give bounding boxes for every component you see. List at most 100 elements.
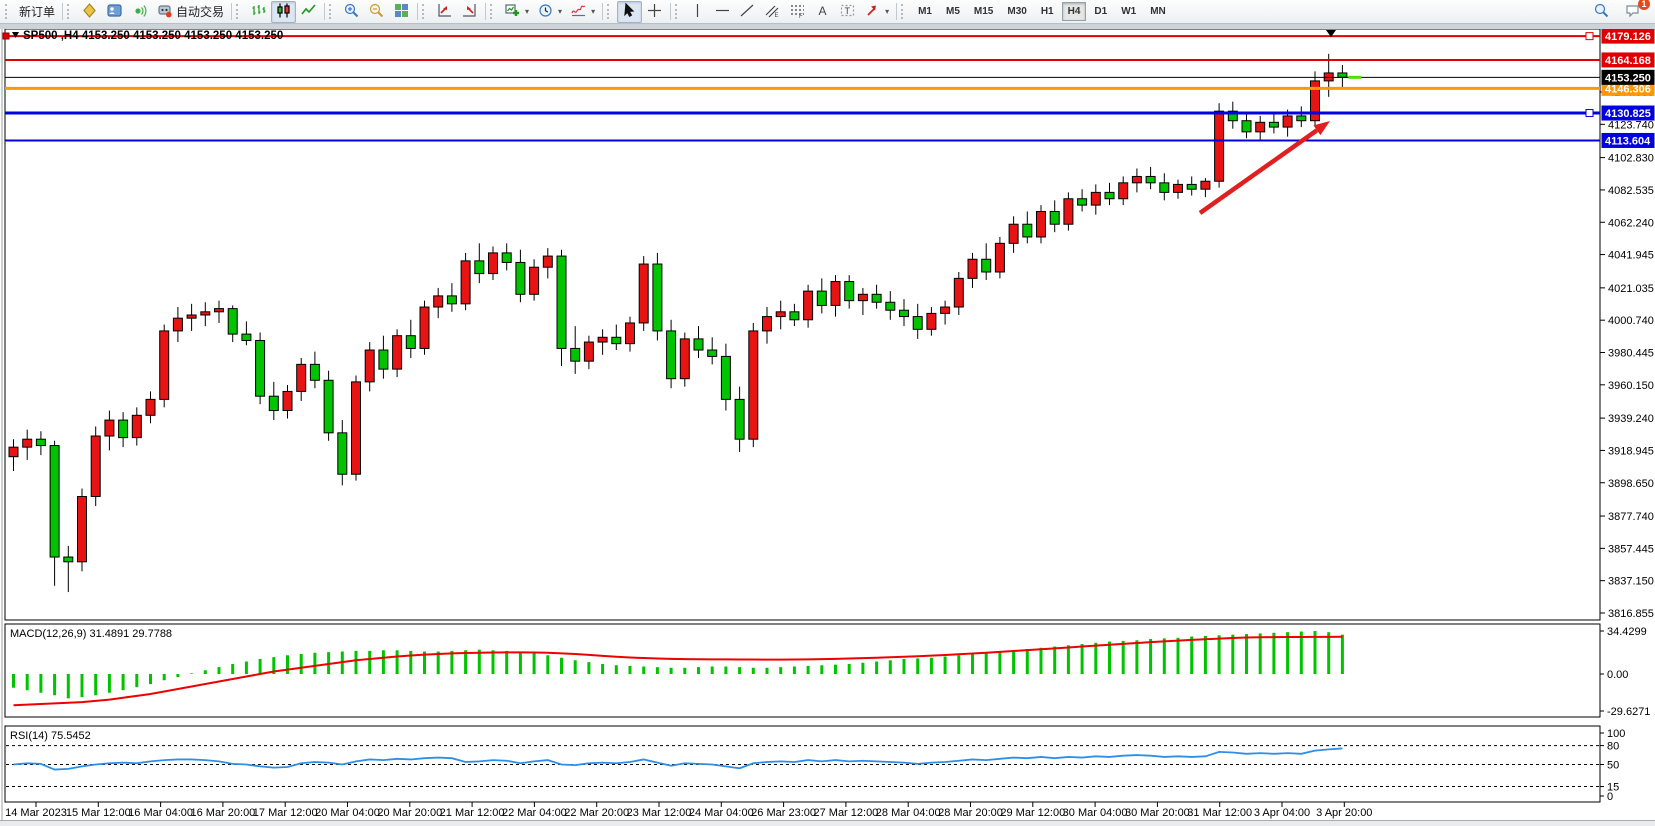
price-line-tag	[1601, 52, 1655, 68]
autotrading-icon	[156, 2, 173, 22]
candle	[392, 335, 403, 370]
line-handle-left[interactable]	[2, 32, 10, 40]
candle	[693, 338, 704, 351]
y-axis-tick-label: 4082.535	[1608, 185, 1654, 197]
fibonacci-button[interactable]: F	[785, 1, 810, 23]
candle	[940, 306, 951, 314]
candle	[1255, 121, 1266, 133]
candle	[1049, 210, 1060, 225]
timeframe-button-mn[interactable]: MN	[1150, 6, 1166, 17]
candle	[912, 316, 923, 330]
candle	[953, 277, 964, 308]
new-chart-button[interactable]: ▾	[500, 1, 533, 23]
candle	[419, 306, 430, 349]
candle	[1118, 182, 1129, 200]
timeframe-button-h1[interactable]: H1	[1040, 6, 1054, 17]
notification-badge: 1	[1638, 0, 1650, 10]
candle	[885, 301, 896, 311]
window-bottom-edge	[0, 820, 1655, 826]
chevron-down-icon[interactable]: ▾	[558, 7, 563, 16]
line-handle[interactable]	[1585, 109, 1594, 118]
shapes-icon	[864, 2, 881, 22]
metaeditor-button[interactable]	[77, 1, 102, 23]
charts-profile-button[interactable]	[102, 1, 127, 23]
candle	[734, 398, 745, 440]
timeframe-button-m15[interactable]: M15	[973, 6, 994, 17]
autotrading-button[interactable]: 自动交易	[152, 1, 228, 23]
rsi-axis-label: 50	[1607, 760, 1619, 772]
line-chart-button[interactable]	[296, 1, 321, 23]
horizontal-line-button[interactable]	[710, 1, 735, 23]
text-button[interactable]: A	[810, 1, 835, 23]
cursor-button[interactable]	[617, 0, 643, 23]
x-axis-date-label: 20 Mar 04:00	[315, 807, 380, 819]
chart-shift-triangle-icon[interactable]	[1326, 30, 1336, 37]
timeframe-button-w1[interactable]: W1	[1121, 6, 1137, 17]
tile-windows-button[interactable]	[389, 1, 414, 23]
x-axis-date-label: 22 Mar 20:00	[564, 807, 629, 819]
y-axis-tick-label: 3960.150	[1608, 380, 1654, 392]
timeframe-button-d1[interactable]: D1	[1094, 6, 1108, 17]
zoom-out-button[interactable]	[364, 1, 389, 23]
chevron-down-icon[interactable]: ▾	[525, 7, 530, 16]
candle	[775, 311, 786, 318]
candle	[1337, 72, 1348, 78]
candle	[200, 311, 211, 316]
candle	[460, 260, 471, 305]
x-axis-date-label: 20 Mar 20:00	[377, 807, 442, 819]
line-handle[interactable]	[1585, 32, 1594, 41]
title-marker-icon	[12, 32, 19, 38]
indicators-button[interactable]: ▾	[566, 1, 599, 23]
signals-button[interactable]	[127, 1, 152, 23]
y-axis-tick-label: 4123.740	[1608, 119, 1654, 131]
chart-shift-button[interactable]	[457, 1, 482, 23]
candle	[611, 336, 622, 345]
candlestick-button[interactable]	[271, 0, 297, 23]
auto-arrange-button[interactable]	[432, 1, 457, 23]
rsi-axis-label: 80	[1607, 741, 1619, 753]
crosshair-button[interactable]	[642, 1, 667, 23]
candle	[488, 252, 498, 275]
timeframe-button-m1[interactable]: M1	[918, 6, 932, 17]
candle	[35, 438, 46, 447]
label-button[interactable]: T	[835, 1, 860, 23]
candle	[159, 330, 170, 400]
timeframe-button-m5[interactable]: M5	[946, 6, 960, 17]
candle	[8, 446, 19, 458]
vertical-line-button[interactable]	[685, 1, 710, 23]
y-axis-tick-label: 4041.945	[1608, 250, 1654, 262]
bar-chart-button[interactable]	[246, 1, 271, 23]
current-price-tag-label: 4153.250	[1605, 72, 1651, 84]
periods-button[interactable]: ▾	[533, 1, 566, 23]
channel-button[interactable]: E	[760, 1, 785, 23]
timeframe-button-h4[interactable]: H4	[1061, 2, 1087, 21]
macd-axis-label: 34.4299	[1607, 626, 1647, 638]
x-axis-date-label: 21 Mar 12:00	[440, 807, 505, 819]
macd-axis-label: 0.00	[1607, 669, 1628, 681]
shapes-button[interactable]: ▾	[860, 1, 893, 23]
candle	[309, 363, 320, 381]
metaeditor-icon	[81, 2, 98, 22]
chevron-down-icon[interactable]: ▾	[885, 7, 890, 16]
candle	[364, 349, 375, 383]
trendline-icon	[739, 2, 756, 22]
y-axis-tick-label: 4021.035	[1608, 283, 1654, 295]
chat-button[interactable]: 1	[1620, 0, 1650, 23]
x-axis-date-label: 16 Mar 04:00	[128, 807, 193, 819]
timeframe-button-m30[interactable]: M30	[1007, 6, 1027, 17]
tile-windows-icon	[393, 2, 410, 22]
chevron-down-icon[interactable]: ▾	[591, 7, 596, 16]
new-order-button[interactable]: 新订单	[15, 1, 59, 23]
trendline-button[interactable]	[735, 1, 760, 23]
zoom-in-button[interactable]	[339, 1, 364, 23]
svg-text:A: A	[819, 4, 827, 18]
candle	[1186, 183, 1197, 190]
candle	[1022, 223, 1033, 238]
price-chart[interactable]: 4144.0354123.7404102.8304082.5354062.240…	[0, 29, 1655, 820]
search-button[interactable]	[1589, 1, 1614, 23]
trend-arrow-annotation[interactable]	[1198, 121, 1330, 215]
chart-title: SP500 ,H4 4153.250 4153.250 4153.250 415…	[23, 30, 283, 42]
rsi-axis-label: 0	[1607, 791, 1613, 803]
y-axis-tick-label: 3918.945	[1608, 445, 1654, 457]
candle	[1159, 182, 1170, 193]
